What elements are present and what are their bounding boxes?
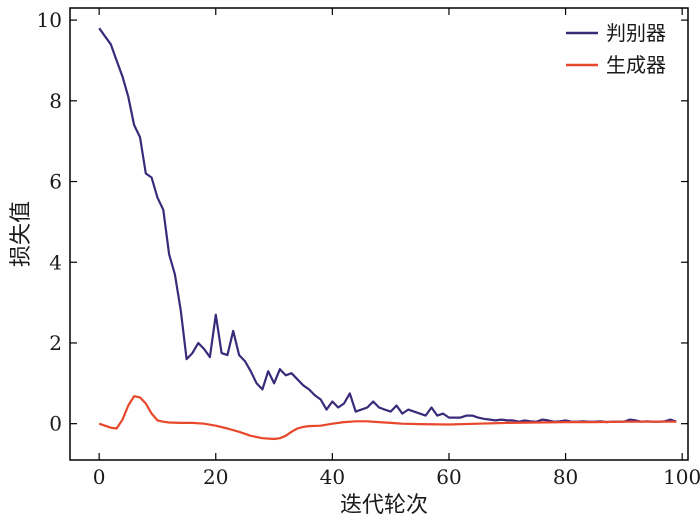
x-axis-label: 迭代轮次 — [340, 493, 428, 518]
legend: 判别器 生成器 — [566, 21, 666, 77]
y-tick-label: 2 — [49, 331, 62, 355]
plot-frame — [69, 7, 689, 461]
legend-label-generator: 生成器 — [606, 53, 666, 77]
x-ticks: 0 20 40 60 80 100 — [93, 8, 700, 489]
y-tick-label: 0 — [49, 412, 62, 436]
y-tick-label: 10 — [37, 8, 62, 32]
y-ticks: 0 2 4 6 8 10 — [37, 8, 688, 436]
legend-label-discriminator: 判别器 — [606, 21, 666, 45]
series-line-generator — [98, 395, 677, 441]
x-tick-label: 80 — [553, 465, 578, 489]
y-tick-label: 4 — [49, 250, 62, 274]
y-tick-label: 6 — [49, 170, 62, 194]
x-tick-label: 0 — [93, 465, 106, 489]
y-tick-label: 8 — [49, 89, 62, 113]
x-tick-label: 100 — [663, 465, 700, 489]
x-tick-label: 20 — [203, 465, 228, 489]
series-lines — [98, 27, 677, 441]
series-line-discriminator — [98, 27, 677, 424]
x-tick-label: 60 — [436, 465, 461, 489]
y-axis-label: 损失值 — [9, 201, 34, 267]
x-tick-label: 40 — [320, 465, 345, 489]
